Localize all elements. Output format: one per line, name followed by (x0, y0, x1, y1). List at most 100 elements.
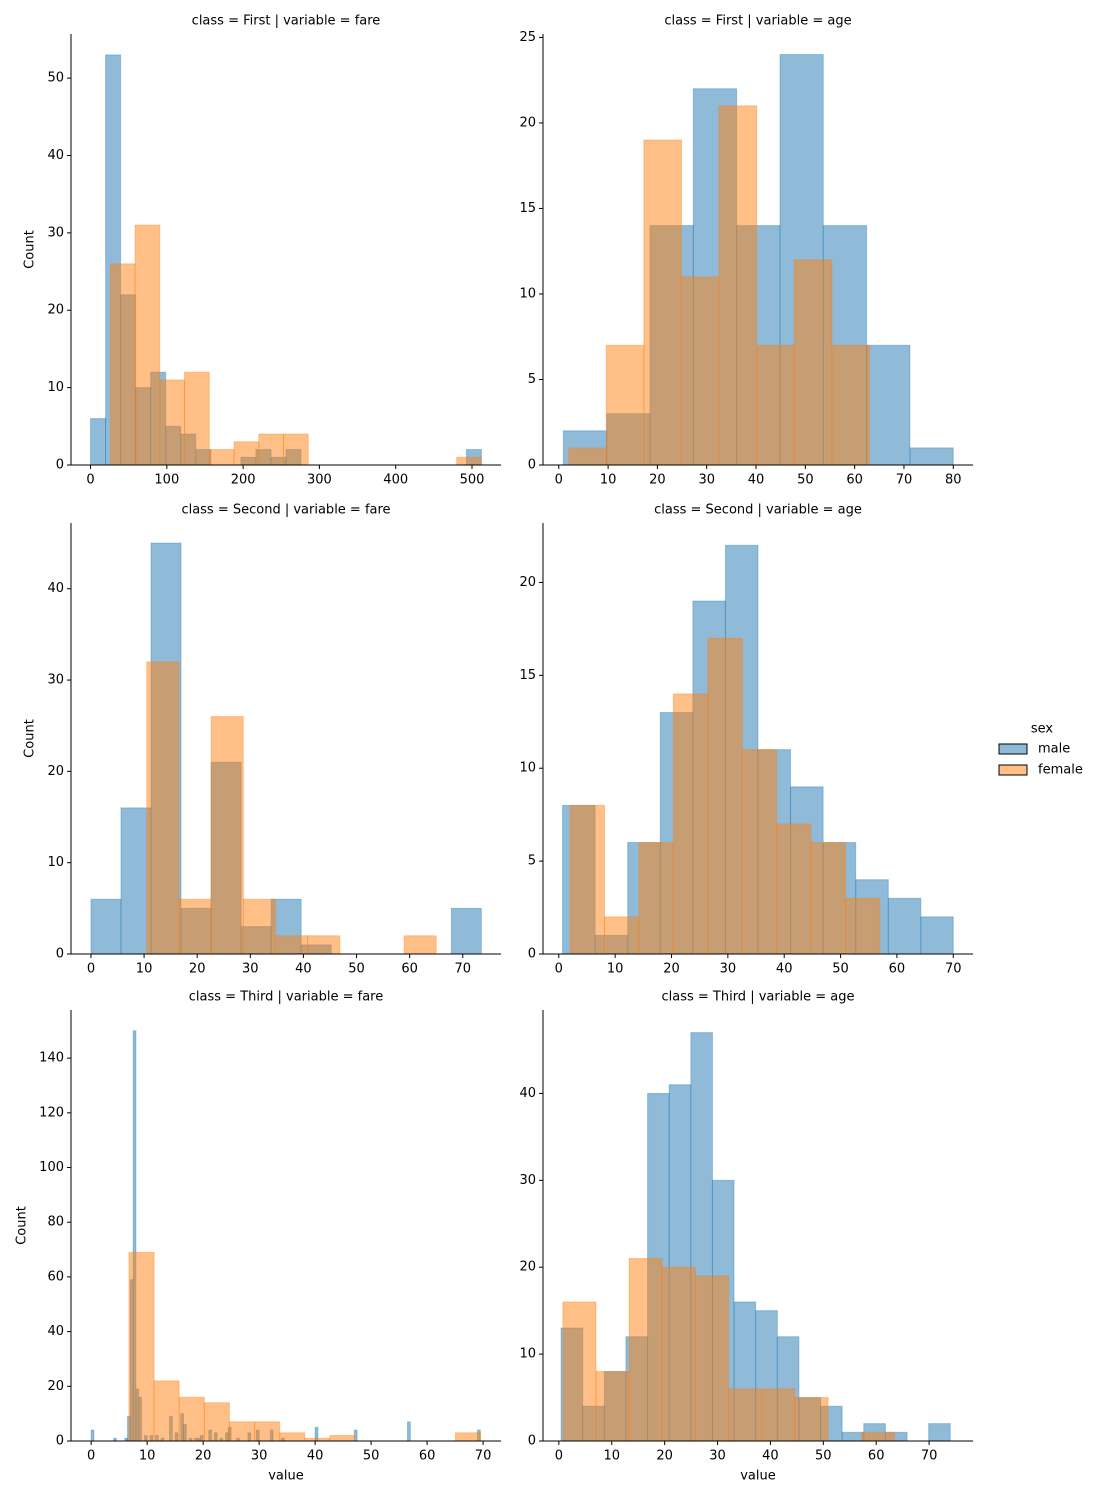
bar (672, 693, 709, 955)
y-tick-label: 10 (519, 1347, 536, 1362)
x-tick-label: 0 (555, 962, 563, 977)
bar (595, 1370, 630, 1442)
y-tick-label: 5 (528, 854, 536, 869)
bar (254, 1421, 281, 1442)
x-tick-label: 10 (600, 473, 617, 488)
x-tick-label: 50 (832, 962, 849, 977)
bar (146, 661, 180, 955)
bar (403, 935, 437, 955)
panel-title: class = Second | variable = fare (181, 503, 390, 518)
x-tick-label: 200 (231, 473, 256, 488)
y-tick-label: 40 (47, 1324, 64, 1339)
x-tick-label: 50 (348, 962, 365, 977)
bar (694, 1275, 730, 1442)
bar (90, 1429, 95, 1442)
x-tick-label: 300 (307, 473, 332, 488)
bar (90, 418, 107, 466)
x-tick-label: 60 (401, 962, 418, 977)
x-tick-label: 0 (555, 1449, 563, 1464)
bar (153, 1380, 180, 1442)
y-tick-label: 100 (39, 1160, 64, 1175)
x-tick-label: 30 (251, 1449, 268, 1464)
y-tick-label: 20 (519, 115, 536, 130)
y-tick-label: 5 (528, 372, 536, 387)
bar (776, 823, 812, 955)
x-tick-label: 70 (945, 962, 962, 977)
x-tick-label: 0 (86, 473, 94, 488)
bar (233, 441, 260, 466)
y-tick-label: 0 (56, 947, 64, 962)
bar (603, 916, 640, 955)
bar (605, 344, 645, 466)
x-tick-label: 60 (846, 473, 863, 488)
y-tick-label: 0 (528, 458, 536, 473)
bar (920, 916, 954, 955)
bar (761, 1388, 796, 1442)
x-tick-label: 70 (475, 1449, 492, 1464)
x-tick-label: 40 (748, 473, 765, 488)
bar (454, 1432, 482, 1442)
y-tick-label: 30 (47, 225, 64, 240)
bar (283, 433, 309, 466)
x-tick-label: 70 (896, 473, 913, 488)
x-tick-label: 30 (242, 962, 259, 977)
x-tick-label: 50 (797, 473, 814, 488)
bar (228, 1421, 256, 1442)
bar (178, 1396, 205, 1442)
legend-swatch (998, 764, 1028, 776)
bar (90, 898, 122, 955)
bar (793, 259, 833, 466)
bar (406, 1421, 411, 1442)
x-tick-label: 80 (945, 473, 962, 488)
y-tick-label: 60 (47, 1269, 64, 1284)
bar (568, 447, 607, 466)
x-tick-label: 40 (762, 1449, 779, 1464)
bar (178, 898, 212, 955)
bar (728, 1388, 763, 1442)
bar (860, 1431, 895, 1442)
x-axis-label: value (268, 1469, 304, 1484)
bar (928, 1423, 951, 1442)
bar (628, 1258, 663, 1442)
y-tick-label: 10 (519, 286, 536, 301)
y-tick-label: 40 (47, 581, 64, 596)
x-tick-label: 30 (709, 1449, 726, 1464)
bar (329, 1435, 356, 1442)
x-tick-label: 20 (656, 1449, 673, 1464)
x-tick-label: 50 (815, 1449, 832, 1464)
bar (638, 842, 674, 955)
y-tick-label: 15 (519, 668, 536, 683)
legend-title: sex (1031, 722, 1054, 737)
bar (279, 1432, 306, 1442)
x-tick-label: 70 (454, 962, 471, 977)
y-tick-label: 10 (519, 761, 536, 776)
x-tick-label: 20 (195, 1449, 212, 1464)
x-tick-label: 100 (154, 473, 179, 488)
bar (456, 456, 482, 466)
bar (203, 1402, 230, 1442)
y-tick-label: 0 (528, 947, 536, 962)
legend-label: male (1038, 742, 1070, 757)
y-tick-label: 20 (47, 1379, 64, 1394)
bar (274, 935, 309, 955)
bar (845, 897, 881, 955)
y-tick-label: 40 (47, 148, 64, 163)
bar (569, 804, 605, 955)
bar (258, 433, 285, 466)
y-tick-label: 0 (528, 1434, 536, 1449)
bar (794, 1397, 829, 1442)
x-tick-label: 10 (603, 1449, 620, 1464)
x-tick-label: 0 (87, 962, 95, 977)
bar (680, 276, 720, 466)
bar (128, 1251, 155, 1442)
y-tick-label: 30 (47, 673, 64, 688)
y-tick-label: 80 (47, 1215, 64, 1230)
y-tick-label: 40 (519, 1086, 536, 1101)
bar (184, 371, 210, 466)
x-tick-label: 70 (921, 1449, 938, 1464)
bar (120, 807, 152, 955)
bar (661, 1266, 696, 1442)
y-tick-label: 30 (519, 1173, 536, 1188)
